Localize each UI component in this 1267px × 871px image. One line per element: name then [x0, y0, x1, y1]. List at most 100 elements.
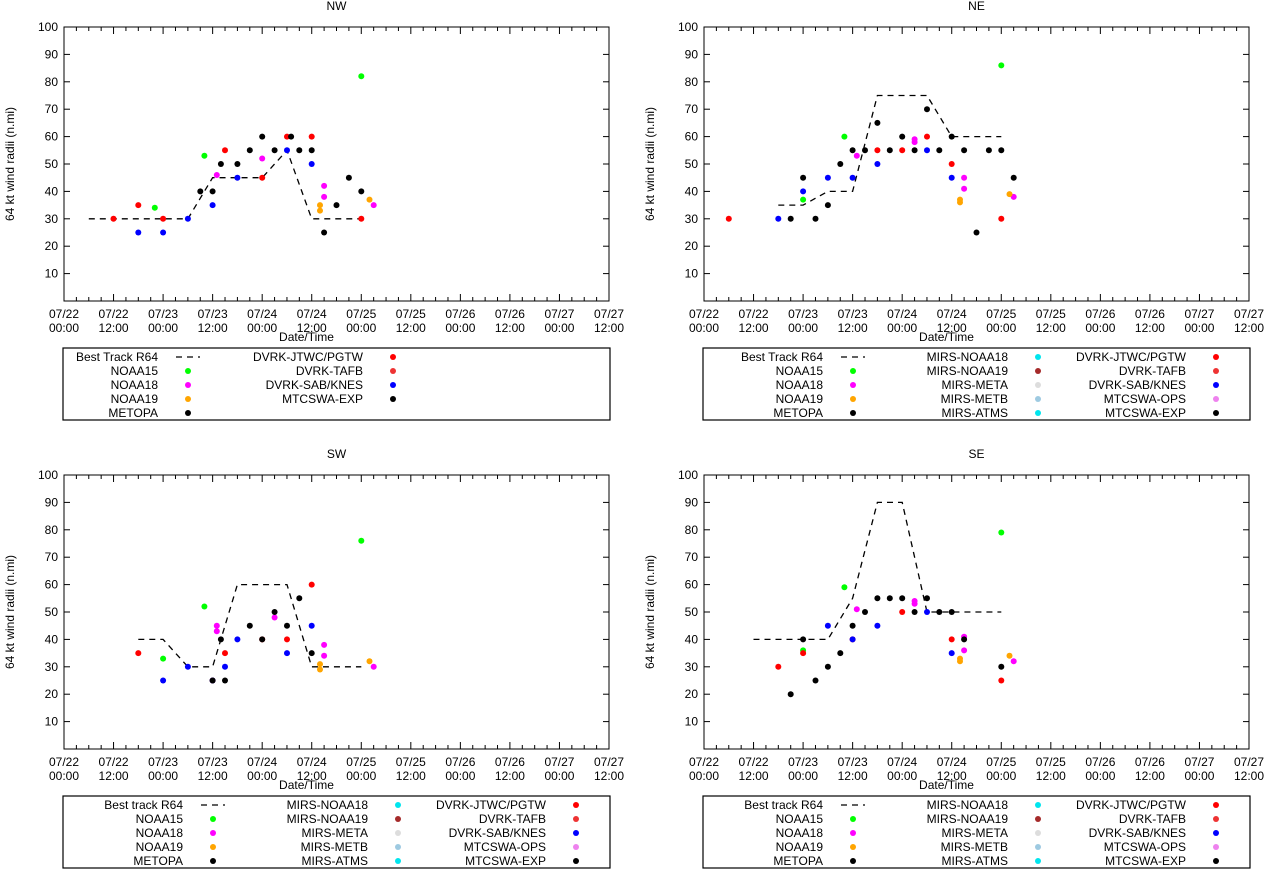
legend-marker — [390, 354, 396, 360]
legend-label: DVRK-SAB/KNES — [449, 826, 546, 840]
legend-marker — [210, 858, 216, 864]
legend-label: Best Track R64 — [76, 350, 158, 364]
y-tick-label: 30 — [45, 212, 59, 226]
series-dvrk-jtwc-pgtw — [775, 609, 1005, 684]
x-tick-label: 07/25 12:00 — [396, 307, 426, 335]
data-point — [321, 229, 328, 236]
data-point — [936, 609, 943, 615]
x-axis-label: Date/Time — [279, 330, 334, 344]
legend-marker — [1213, 802, 1219, 808]
data-point — [849, 147, 856, 154]
x-tick-label: 07/25 00:00 — [986, 755, 1016, 783]
best-track-line — [778, 94, 1002, 206]
y-tick-label: 90 — [685, 495, 699, 509]
legend-label: METOPA — [108, 406, 158, 420]
legend-marker — [1035, 816, 1041, 822]
data-point — [911, 139, 918, 146]
y-tick-label: 40 — [45, 632, 59, 646]
legend-marker — [1213, 396, 1219, 402]
x-tick-label: 07/22 00:00 — [49, 307, 79, 335]
legend-marker — [850, 816, 856, 822]
y-axis-label: 64 kt wind radii (n.mi) — [3, 555, 17, 669]
data-point — [201, 603, 208, 610]
x-axis-label: Date/Time — [919, 330, 974, 344]
legend-label: MIRS-METB — [941, 392, 1008, 406]
data-point — [924, 595, 930, 602]
legend-label: MTCSWA-OPS — [1104, 840, 1186, 854]
plot-frame — [703, 26, 1250, 302]
plot-frame — [63, 474, 610, 750]
series-noaa19 — [957, 652, 1013, 665]
data-point — [197, 188, 204, 195]
legend-marker — [185, 368, 191, 374]
data-point — [837, 650, 844, 657]
data-point — [899, 595, 906, 602]
data-point — [973, 229, 980, 236]
data-point — [284, 147, 290, 154]
legend-label: DVRK-TAFB — [1119, 364, 1186, 378]
chart-panel-se: SE 10 20 30 40 50 60 70 80 90 100 07/22 00:00 07/22 12… — [643, 447, 1264, 869]
data-point — [366, 658, 373, 665]
y-tick-label: 50 — [45, 605, 59, 619]
data-point — [234, 174, 241, 181]
x-tick-label: 07/27 12:00 — [1234, 755, 1264, 783]
x-tick-label: 07/23 00:00 — [148, 755, 178, 783]
x-tick-label: 07/22 00:00 — [689, 307, 719, 335]
x-tick-label: 07/22 12:00 — [99, 755, 129, 783]
legend-marker — [1035, 830, 1041, 836]
data-point — [1006, 191, 1013, 198]
legend-marker — [573, 802, 579, 808]
data-point — [222, 677, 228, 684]
legend-label: Best Track R64 — [741, 350, 823, 364]
x-tick-label: 07/22 00:00 — [689, 755, 719, 783]
series-noaa15 — [151, 73, 365, 211]
legend-marker — [850, 382, 856, 388]
x-tick-label: 07/24 12:00 — [937, 755, 967, 783]
legend-label: MTCSWA-EXP — [465, 854, 546, 868]
y-tick-label: 100 — [678, 468, 698, 482]
legend: Best Track R64 DVRK-JTWC/PGTW NOAA15 DVRK-T… — [62, 347, 611, 421]
y-tick-label: 10 — [45, 267, 59, 281]
y-tick-label: 90 — [45, 47, 59, 61]
legend-box — [62, 795, 611, 869]
y-tick-label: 100 — [38, 468, 58, 482]
legend-label: NOAA18 — [776, 826, 824, 840]
series-noaa18 — [853, 598, 1017, 665]
legend-label: MIRS-META — [942, 378, 1008, 392]
legend-marker — [1035, 368, 1041, 374]
legend-label: DVRK-SAB/KNES — [1089, 826, 1186, 840]
data-point — [135, 202, 142, 209]
legend-label: DVRK-TAFB — [479, 812, 546, 826]
y-tick-label: 40 — [685, 632, 699, 646]
legend-label: MIRS-NOAA18 — [287, 798, 369, 812]
x-tick-label: 07/27 00:00 — [1184, 307, 1214, 335]
y-tick-label: 20 — [685, 687, 699, 701]
chart-title: SE — [968, 447, 984, 461]
data-point — [135, 650, 142, 657]
legend-marker — [573, 816, 579, 822]
y-tick-label: 90 — [45, 495, 59, 509]
series-noaa18 — [213, 155, 377, 209]
data-point — [886, 147, 893, 154]
legend-label: MTCSWA-OPS — [464, 840, 546, 854]
data-point — [837, 161, 844, 167]
legend-marker — [395, 858, 401, 864]
data-point — [841, 133, 848, 140]
data-point — [800, 174, 807, 181]
data-point — [284, 133, 290, 140]
data-point — [874, 147, 881, 154]
data-point — [296, 147, 303, 154]
chart-title: NW — [327, 0, 348, 13]
data-point — [787, 215, 794, 222]
y-axis-label: 64 kt wind radii (n.mi) — [3, 107, 17, 221]
data-point — [948, 650, 955, 657]
series-dvrk-jtwc-pgtw — [110, 133, 365, 222]
legend-label: DVRK-JTWC/PGTW — [1076, 350, 1187, 364]
x-tick-label: 07/27 00:00 — [544, 307, 574, 335]
data-point — [800, 636, 807, 643]
x-tick-label: 07/23 12:00 — [838, 755, 868, 783]
legend-marker — [185, 396, 191, 402]
y-tick-label: 50 — [685, 605, 699, 619]
x-tick-label: 07/26 12:00 — [1135, 307, 1165, 335]
legend-marker — [390, 382, 396, 388]
